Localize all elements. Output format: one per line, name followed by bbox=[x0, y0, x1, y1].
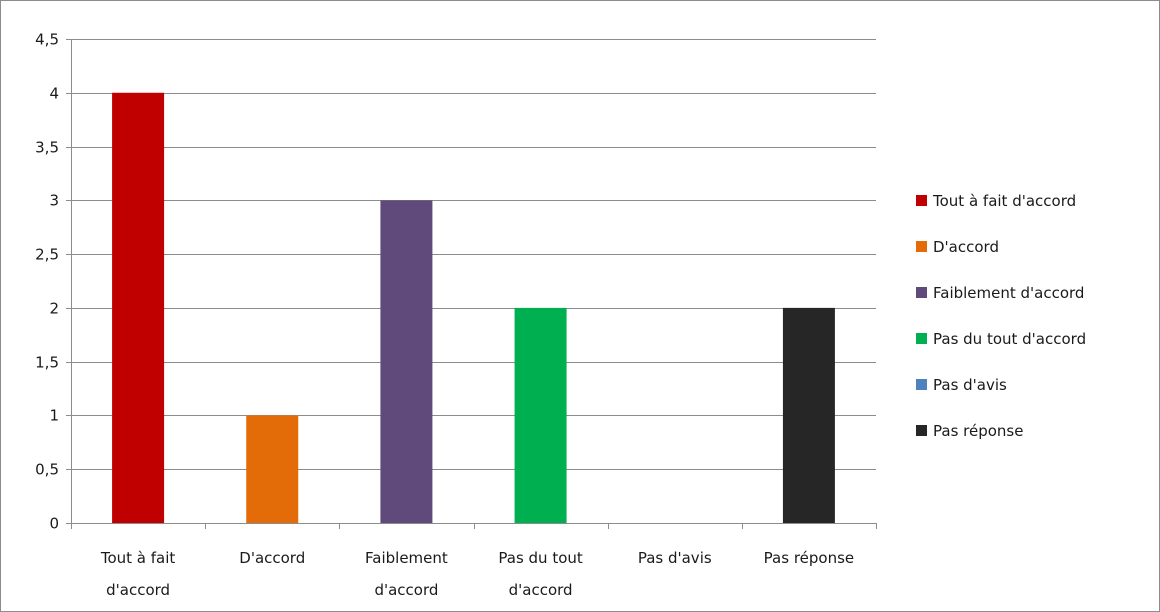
legend-swatch bbox=[916, 241, 927, 252]
legend-label: Faiblement d'accord bbox=[933, 284, 1084, 302]
legend-label: Pas d'avis bbox=[933, 376, 1007, 394]
bar bbox=[246, 415, 299, 523]
x-tick-label: d'accord bbox=[509, 581, 573, 599]
y-tick-label: 2,5 bbox=[35, 246, 59, 264]
y-tick-label: 1 bbox=[49, 407, 59, 425]
legend-swatch bbox=[916, 333, 927, 344]
y-tick-label: 1,5 bbox=[35, 354, 59, 372]
x-tick-label: D'accord bbox=[239, 549, 305, 567]
x-tick-label: Pas réponse bbox=[764, 549, 854, 567]
bar bbox=[112, 92, 165, 524]
y-tick-label: 0,5 bbox=[35, 461, 59, 479]
y-tick-label: 4 bbox=[49, 85, 59, 103]
bar bbox=[782, 307, 835, 523]
x-tick-label: Pas d'avis bbox=[638, 549, 712, 567]
legend-swatch bbox=[916, 287, 927, 298]
legend-swatch bbox=[916, 195, 927, 206]
y-tick-label: 0 bbox=[49, 515, 59, 533]
x-tick-label: d'accord bbox=[374, 581, 438, 599]
legend-label: Pas du tout d'accord bbox=[933, 330, 1086, 348]
y-tick-label: 2 bbox=[49, 300, 59, 318]
y-tick-label: 4,5 bbox=[35, 31, 59, 49]
x-tick-label: d'accord bbox=[106, 581, 170, 599]
legend-label: D'accord bbox=[933, 238, 999, 256]
legend-label: Tout à fait d'accord bbox=[932, 192, 1076, 210]
legend-label: Pas réponse bbox=[933, 422, 1023, 440]
x-tick-label: Faiblement bbox=[365, 549, 448, 567]
bar bbox=[514, 307, 567, 523]
legend-swatch bbox=[916, 379, 927, 390]
x-tick-label: Tout à fait bbox=[100, 549, 176, 567]
y-tick-label: 3 bbox=[49, 192, 59, 210]
bar bbox=[380, 200, 433, 524]
x-tick-label: Pas du tout bbox=[498, 549, 583, 567]
legend-swatch bbox=[916, 425, 927, 436]
y-tick-label: 3,5 bbox=[35, 139, 59, 157]
